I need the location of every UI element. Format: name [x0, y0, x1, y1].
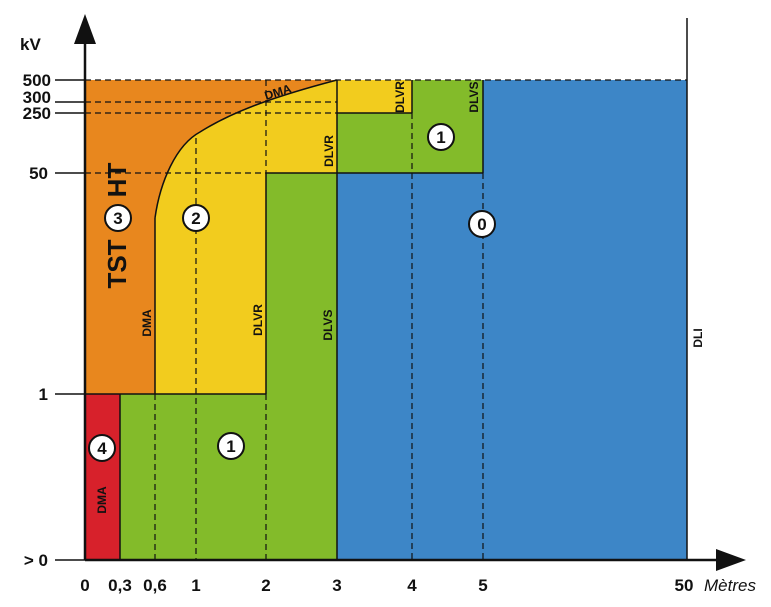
x-tick-label: 5 [478, 576, 487, 595]
y-tick-labels: > 0 1 50 250 300 500 [23, 71, 51, 570]
y-tick-label: > 0 [24, 551, 48, 570]
zone-1-top-fill [412, 80, 483, 113]
boundary-label-dlvr-high: DLVR [322, 135, 336, 167]
boundary-label-dlvr-mid: DLVR [251, 304, 265, 336]
zone-badge-3: 3 [104, 204, 132, 232]
zone-number: 1 [436, 128, 445, 147]
region-label-ht: HT [102, 163, 132, 198]
zone-number: 2 [191, 209, 200, 228]
zone-number: 4 [97, 439, 107, 458]
y-axis-unit: kV [20, 35, 41, 54]
zone-2-fill [155, 80, 412, 394]
x-tick-label: 2 [261, 576, 270, 595]
y-axis-arrow-icon [74, 14, 96, 44]
zone-badge-2: 2 [182, 204, 210, 232]
zone-1-high-fill [337, 113, 483, 173]
zone-badge-4: 4 [88, 434, 116, 462]
region-label-tst: TST [102, 239, 132, 288]
x-tick-label: 3 [332, 576, 341, 595]
boundary-lines [85, 18, 688, 560]
boundary-labels: DMA DMA DMA DLVR DLVR DLVR DLVS DLVS DLI [95, 81, 705, 514]
zone-badge-0: 0 [468, 210, 496, 238]
boundary-label-dlvs-mid: DLVS [321, 309, 335, 340]
y-tick-label: 250 [23, 104, 51, 123]
y-tick-label: 1 [39, 385, 48, 404]
y-ticks [55, 79, 85, 561]
boundary-label-dlvr-top: DLVR [393, 81, 407, 113]
zone-badges: 4 3 2 1 1 0 [88, 123, 496, 462]
y-tick-label: 300 [23, 88, 51, 107]
x-tick-label: 0,3 [108, 576, 132, 595]
zone-1-low-fill [120, 394, 337, 560]
x-axis-unit: Mètres [704, 576, 756, 595]
zone-number: 3 [113, 209, 122, 228]
boundary-label-dma-low: DMA [95, 486, 109, 514]
x-tick-labels: 0 0,3 0,6 1 2 3 4 5 50 [80, 576, 693, 595]
x-tick-label: 4 [407, 576, 417, 595]
zone-3-fill [85, 80, 337, 394]
x-tick-label: 0 [80, 576, 89, 595]
x-tick-label: 50 [675, 576, 694, 595]
x-tick-label: 1 [191, 576, 200, 595]
zone-badge-1-high: 1 [427, 123, 455, 151]
boundary-label-dlvs-top: DLVS [467, 81, 481, 112]
zone-number: 0 [477, 215, 486, 234]
boundary-label-dma-mid: DMA [140, 309, 154, 337]
y-tick-label: 50 [29, 164, 48, 183]
zone-fills [85, 80, 687, 560]
x-axis-arrow-icon [716, 549, 746, 571]
dma-curve-line [154, 79, 338, 219]
zone-number: 1 [226, 437, 235, 456]
zone-4-fill [85, 394, 120, 560]
zone-badge-1-low: 1 [217, 432, 245, 460]
y-tick-label: 500 [23, 71, 51, 90]
boundary-label-dli: DLI [691, 328, 705, 347]
axes [74, 14, 746, 571]
zone-1-mid-fill [266, 173, 337, 394]
x-tick-label: 0,6 [143, 576, 167, 595]
